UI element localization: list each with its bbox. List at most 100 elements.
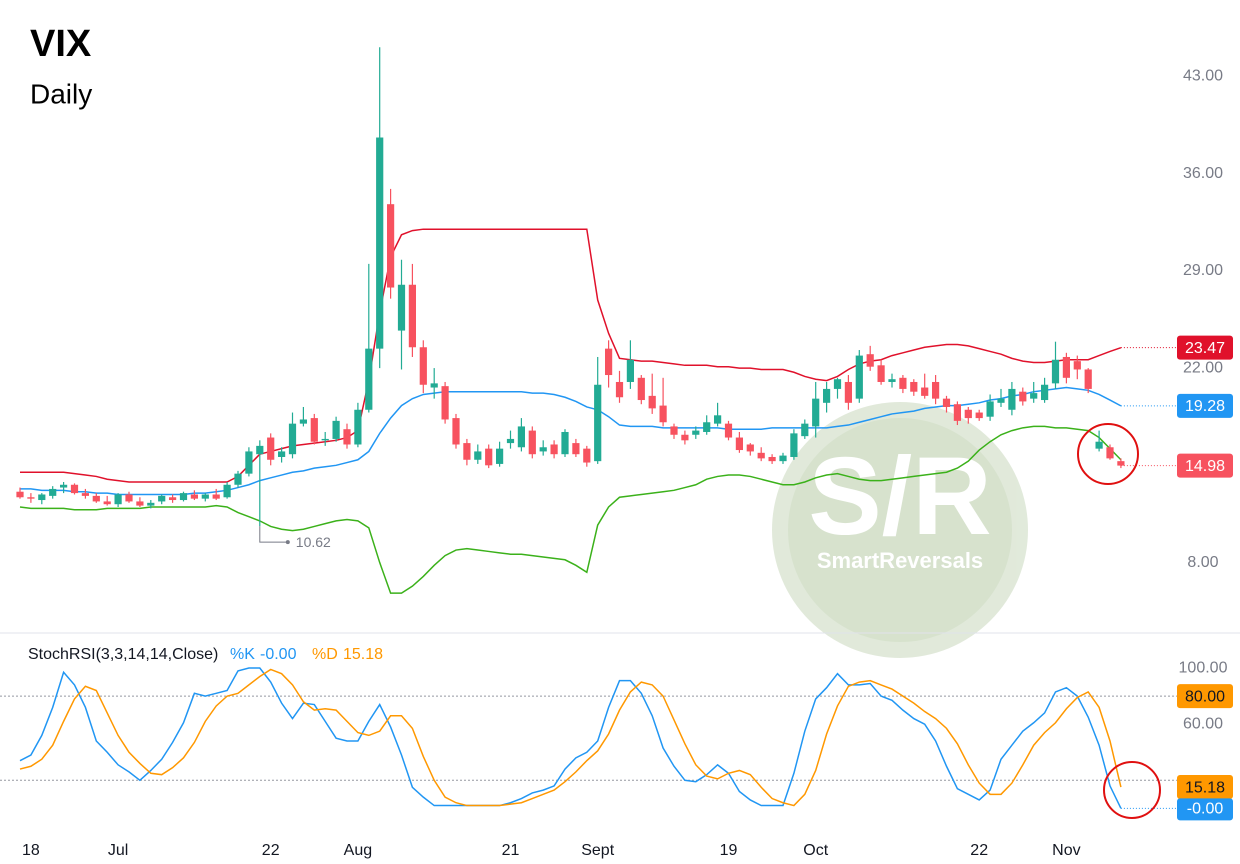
candle-body (136, 501, 144, 506)
candle-body (212, 494, 220, 499)
band-label: 80.00 (1185, 688, 1225, 705)
last-value-label: 19.28 (1185, 398, 1225, 415)
candle-body (103, 501, 111, 505)
watermark-logo: S/R (808, 435, 991, 558)
candle-body (779, 455, 787, 462)
y-tick-label: 29.00 (1183, 262, 1223, 279)
candle-body (190, 494, 198, 499)
x-tick-label: 19 (720, 842, 738, 859)
candle-body (594, 384, 602, 462)
last-value-label-box (1177, 453, 1233, 478)
y-tick-label: 60.00 (1183, 715, 1223, 732)
candle-body (681, 434, 689, 441)
band-label-box (1177, 684, 1233, 709)
candle-body (60, 484, 68, 488)
candle-body (899, 377, 907, 389)
chart-subtitle: Daily (30, 78, 92, 109)
candle-body (703, 422, 711, 432)
candle-body (583, 448, 591, 463)
highlight-circle (1103, 761, 1161, 819)
candle-body (321, 438, 329, 441)
candle-body (561, 431, 569, 455)
candle-body (964, 409, 972, 419)
candle-body (1084, 369, 1092, 389)
candle-body (245, 451, 253, 474)
last-value-label-box (1177, 393, 1233, 418)
candle-body (452, 418, 460, 445)
x-tick-label: 18 (22, 842, 40, 859)
x-tick-label: 21 (502, 842, 520, 859)
candle-body (387, 204, 395, 288)
candle-body (147, 502, 155, 506)
candle-body (790, 433, 798, 457)
candle-body (997, 398, 1005, 403)
series-line (19, 667, 1122, 809)
candle-body (626, 359, 634, 382)
candle-body (81, 493, 89, 496)
x-tick-label: Sept (581, 842, 614, 859)
annotation-leader (259, 526, 288, 543)
candle-body (1106, 447, 1114, 459)
candle-body (1019, 391, 1027, 402)
candle-body (550, 444, 558, 455)
legend-name: %D (312, 646, 338, 663)
candle-body (735, 437, 743, 451)
candle-body (430, 383, 438, 388)
candle-body (812, 398, 820, 427)
candle-body (125, 494, 133, 502)
candle-body (278, 451, 286, 457)
x-tick-label: 22 (262, 842, 280, 859)
candle-body (365, 348, 373, 410)
candle-body (27, 497, 35, 499)
candle-body (1073, 361, 1081, 370)
candle-body (1041, 384, 1049, 401)
candle-body (648, 395, 656, 409)
candle-body (376, 137, 384, 349)
candle-body (670, 426, 678, 435)
x-tick-label: Oct (803, 842, 828, 859)
watermark-disc (788, 418, 1012, 642)
candle-body (692, 430, 700, 435)
candle-body (888, 379, 896, 382)
last-value-label: -0.00 (1187, 801, 1224, 818)
band-line (20, 386, 1122, 496)
candle-body (757, 452, 765, 459)
stoch-title: StochRSI(3,3,14,14,Close) (28, 646, 218, 663)
candle-body (714, 415, 722, 424)
candle-body (49, 488, 57, 496)
candle-body (16, 491, 24, 498)
last-value-label-box (1177, 335, 1233, 360)
candle-body (724, 423, 733, 438)
candle-body (496, 448, 504, 464)
x-tick-label: 22 (970, 842, 988, 859)
x-tick-label: Jul (108, 842, 128, 859)
last-value-label: 23.47 (1185, 340, 1225, 357)
candle-body (169, 497, 177, 501)
legend-value: 15.18 (343, 646, 383, 663)
candle-body (310, 418, 318, 442)
candle-body (921, 387, 929, 396)
last-value-label-box (1177, 775, 1233, 800)
candle-body (354, 409, 362, 445)
y-tick-label: 100.00 (1179, 659, 1228, 676)
candle-body (485, 448, 493, 466)
candle-body (201, 494, 209, 499)
candle-body (179, 493, 188, 501)
plot: 18 Jul 22 Aug 21 Sept 19 Oct 22 Nov 8.00 22.00 29.00… (0, 47, 1233, 859)
candle-body (234, 473, 242, 485)
candle-body (267, 437, 275, 460)
candle-body (1062, 356, 1070, 378)
candle-body (1008, 388, 1016, 410)
candle-body (539, 447, 547, 452)
candle-body (855, 355, 863, 399)
candle-body (463, 443, 471, 460)
candle-body (223, 484, 231, 498)
legend-value: -0.00 (260, 646, 297, 663)
candle-body (866, 354, 874, 367)
y-tick-label: 43.00 (1183, 68, 1223, 85)
chart-title: VIX (30, 23, 92, 65)
highlight-circle (1077, 423, 1139, 485)
candle-body (506, 438, 515, 444)
candle-body (844, 381, 852, 403)
